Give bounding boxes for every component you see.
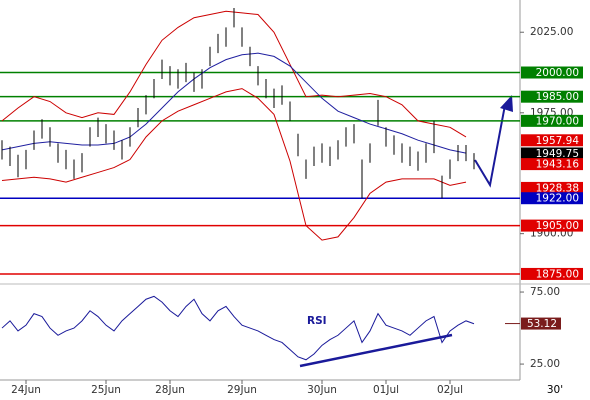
level-box: [521, 192, 583, 205]
level-box: [521, 219, 583, 232]
rsi-y-tick-label: 25.00: [530, 358, 560, 370]
level-label: 1985.00: [536, 91, 579, 103]
timeframe: 30': [547, 384, 563, 396]
x-tick-label: 28Jun: [155, 384, 185, 396]
level-label: 1928.38: [536, 182, 579, 194]
x-tick-label: 24Jun: [11, 384, 41, 396]
level-box: [521, 114, 583, 127]
level-box: [521, 267, 583, 280]
level-label: 2000.00: [536, 67, 579, 79]
level-label: 1949.75: [536, 148, 579, 160]
level-box: [521, 90, 583, 103]
x-tick-label: 25Jun: [91, 384, 121, 396]
rsi-last-box: [521, 317, 561, 330]
y-tick-label: 2025.00: [530, 26, 573, 38]
x-tick-label: 30Jun: [307, 384, 337, 396]
x-tick-label: 01Jul: [373, 384, 399, 396]
level-label: 1922.00: [536, 193, 579, 205]
x-tick-label: 02Jul: [437, 384, 463, 396]
level-label: 1970.00: [536, 115, 579, 127]
level-box: [521, 66, 583, 79]
level-box: [521, 147, 583, 160]
level-box: [521, 181, 583, 194]
rsi-line: [1, 295, 475, 361]
level-label: 1875.00: [536, 268, 579, 280]
rsi-trendline: [299, 333, 453, 368]
rsi-label: RSI: [307, 315, 327, 327]
rsi-last-label: 53.12: [527, 318, 557, 330]
forecast-arrow: [474, 104, 506, 188]
rsi-y-tick-label: 75.00: [530, 286, 560, 298]
bollinger-lower: [1, 88, 467, 241]
level-label: 1905.00: [536, 220, 579, 232]
x-tick-label: 29Jun: [227, 384, 257, 396]
arrow-head: [500, 95, 513, 112]
level-label: 1943.16: [536, 159, 580, 171]
level-label: 1957.94: [536, 135, 580, 147]
moving-average: [1, 52, 467, 154]
level-box: [521, 158, 583, 171]
level-box: [521, 134, 583, 147]
